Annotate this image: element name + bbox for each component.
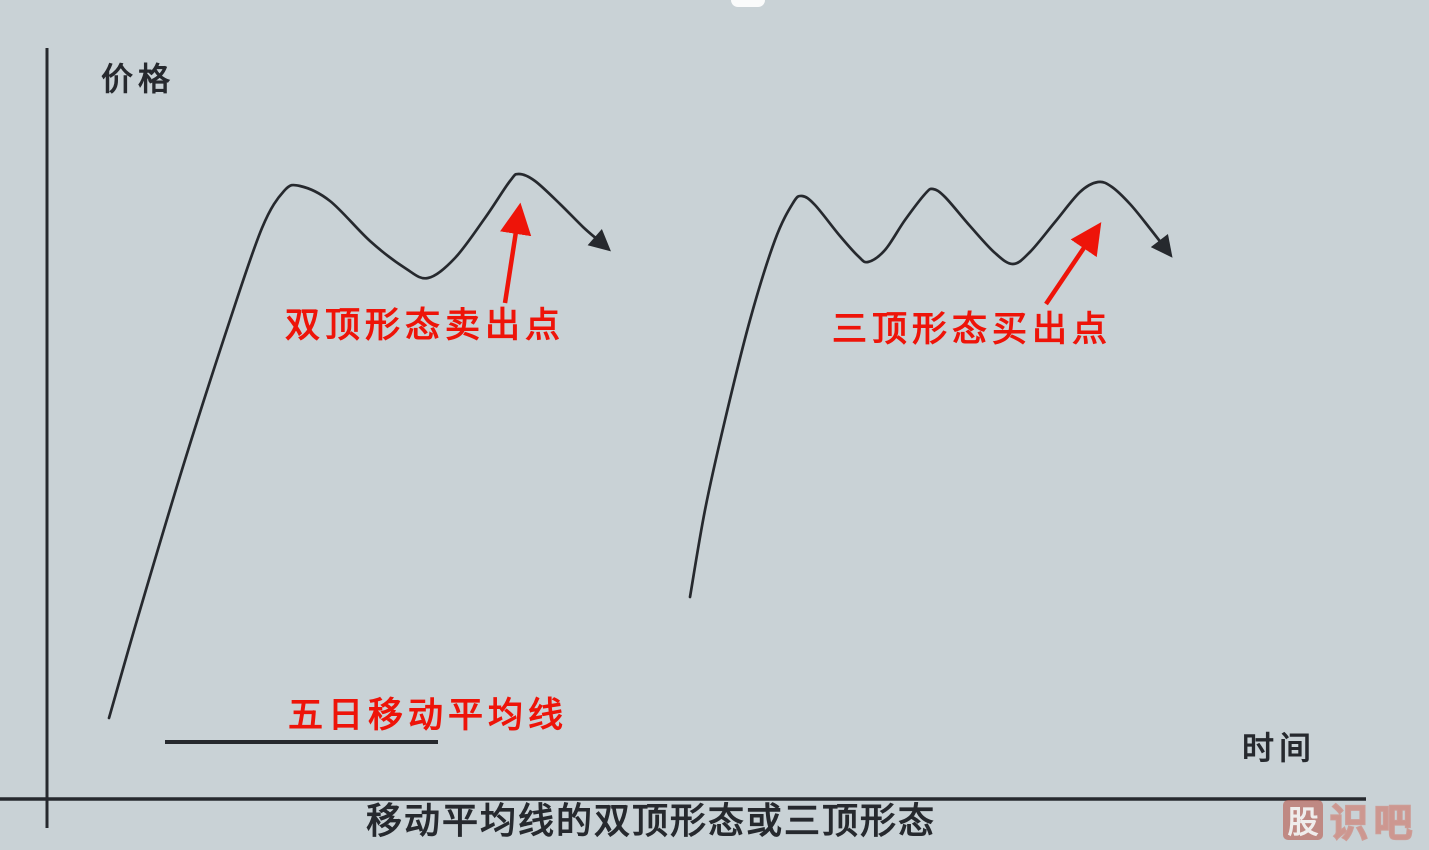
- watermark-boxed-char: 股: [1283, 799, 1323, 840]
- y-axis-label: 价格: [101, 61, 176, 97]
- buy-annotation-arrow: [1044, 222, 1102, 306]
- triple-top-curve: [688, 180, 1173, 599]
- top-edge-notch: [731, 0, 765, 7]
- double-top-sell-point-label: 双顶形态卖出点: [285, 306, 566, 345]
- x-axis-label: 时间: [1242, 730, 1317, 766]
- watermark-outline-chars: 识吧: [1329, 802, 1419, 846]
- double-top-curve: [107, 172, 611, 720]
- sell-annotation-arrow: [500, 202, 532, 304]
- ma-line-label: 五日移动平均线: [288, 696, 569, 735]
- chart-caption: 移动平均线的双顶形态或三顶形态: [366, 800, 937, 841]
- watermark: 股 识吧: [1283, 792, 1418, 847]
- triple-top-buy-point-label: 三顶形态买出点: [832, 310, 1113, 349]
